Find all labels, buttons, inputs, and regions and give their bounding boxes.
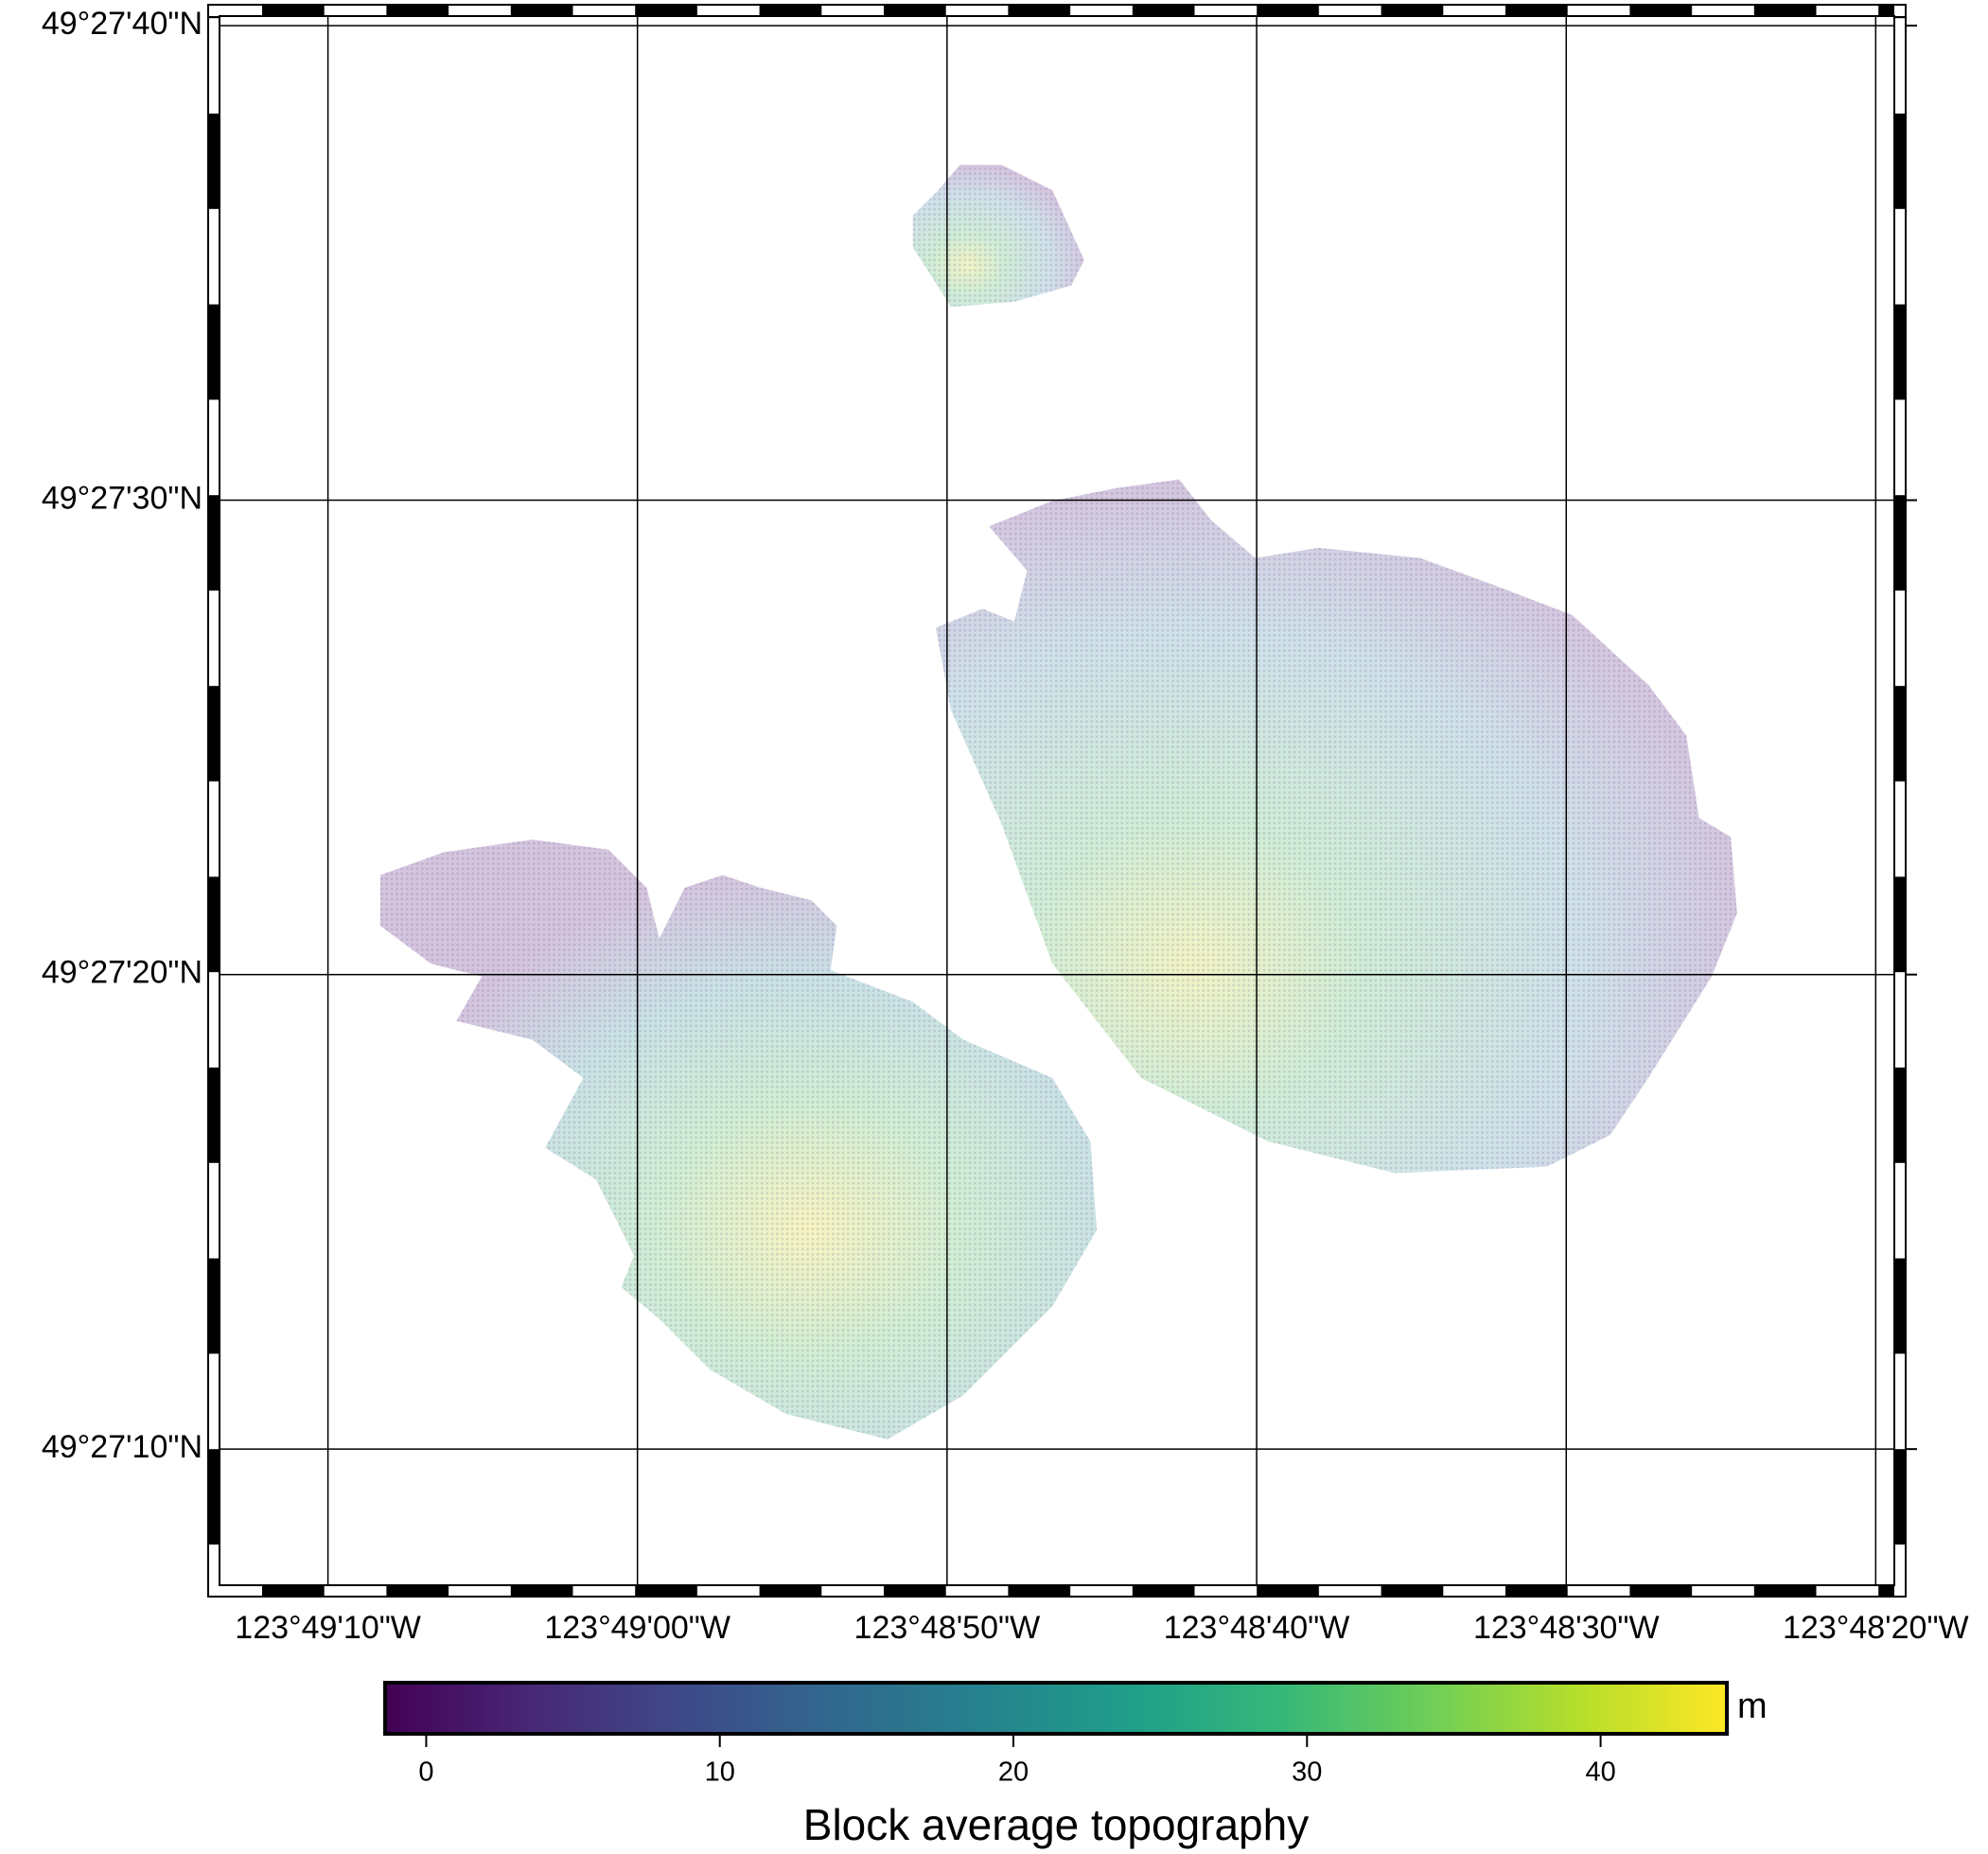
y-tick-label: 49°27'30"N [42, 480, 202, 516]
colorbar [383, 1681, 1729, 1736]
y-tick-label: 49°27'10"N [42, 1429, 202, 1465]
y-tick-label: 49°27'20"N [42, 955, 202, 991]
x-tick-label: 123°49'00"W [544, 1610, 730, 1646]
colorbar-tick-label: 0 [418, 1757, 433, 1788]
y-tick-label: 49°27'40"N [42, 6, 202, 42]
x-tick-label: 123°48'40"W [1164, 1610, 1350, 1646]
colorbar-tick-label: 30 [1292, 1757, 1322, 1788]
colorbar-tick-label: 40 [1585, 1757, 1615, 1788]
x-tick-label: 123°49'10"W [235, 1610, 421, 1646]
survey-points [380, 165, 1737, 1439]
colorbar-tick-label: 10 [705, 1757, 735, 1788]
x-tick-label: 123°48'20"W [1783, 1610, 1969, 1646]
x-tick-label: 123°48'50"W [854, 1610, 1041, 1646]
colorbar-tick-label: 20 [998, 1757, 1029, 1788]
x-tick-label: 123°48'30"W [1473, 1610, 1660, 1646]
colorbar-unit: m [1737, 1686, 1768, 1726]
colorbar-label: Block average topography [803, 1800, 1309, 1849]
map-frame [207, 4, 1907, 1598]
